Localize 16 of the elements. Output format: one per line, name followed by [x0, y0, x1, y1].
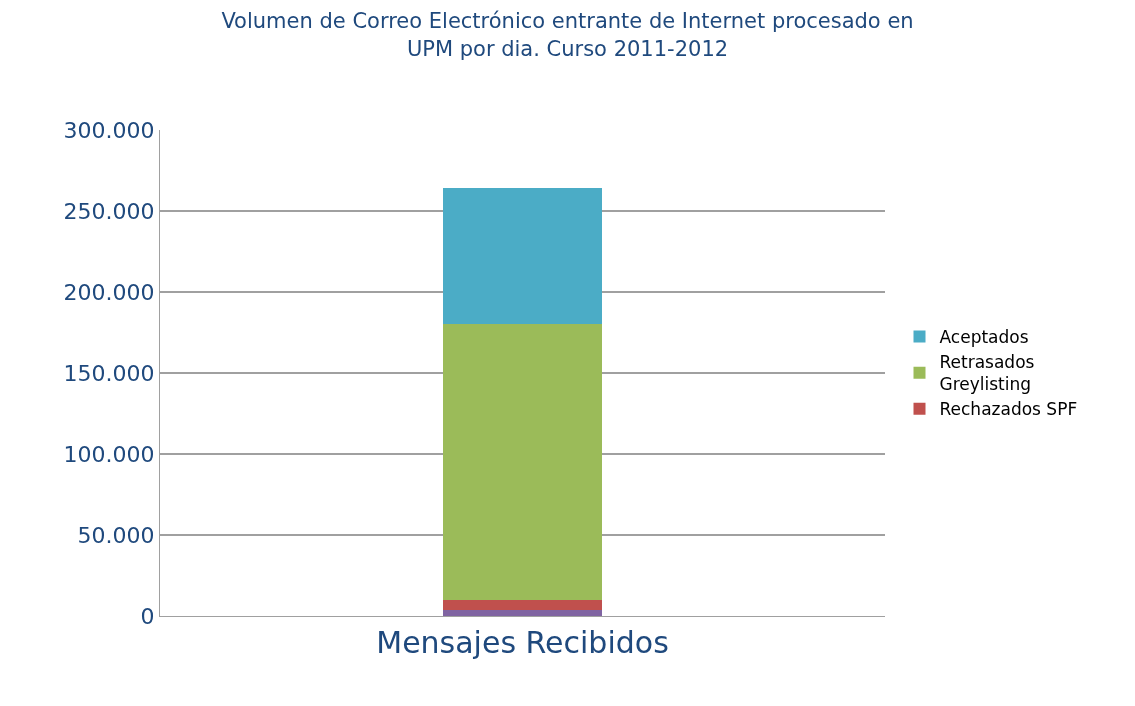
bar	[443, 599, 602, 610]
bar	[443, 324, 602, 600]
bar	[443, 188, 602, 325]
y-tick-label: 300.000	[63, 117, 155, 143]
y-tick-label: 250.000	[63, 198, 155, 224]
y-tick-label: 200.000	[63, 279, 155, 305]
x-tick-label: Mensajes Recibidos	[376, 625, 669, 660]
y-tick-label: 50.000	[77, 522, 155, 548]
y-tick-label: 0	[140, 603, 155, 629]
legend-label: Rechazados SPF	[939, 399, 1078, 420]
y-tick-label: 100.000	[63, 441, 155, 467]
chart-title: Volumen de Correo Electrónico entrante de Internet procesado en UPM por dia. Curso 2011-2012	[221, 9, 914, 61]
legend-label: Retrasados Greylisting	[939, 352, 1035, 395]
legend-label: Aceptados	[939, 327, 1029, 348]
bar	[443, 609, 602, 616]
y-tick-label: 150.000	[63, 360, 155, 386]
